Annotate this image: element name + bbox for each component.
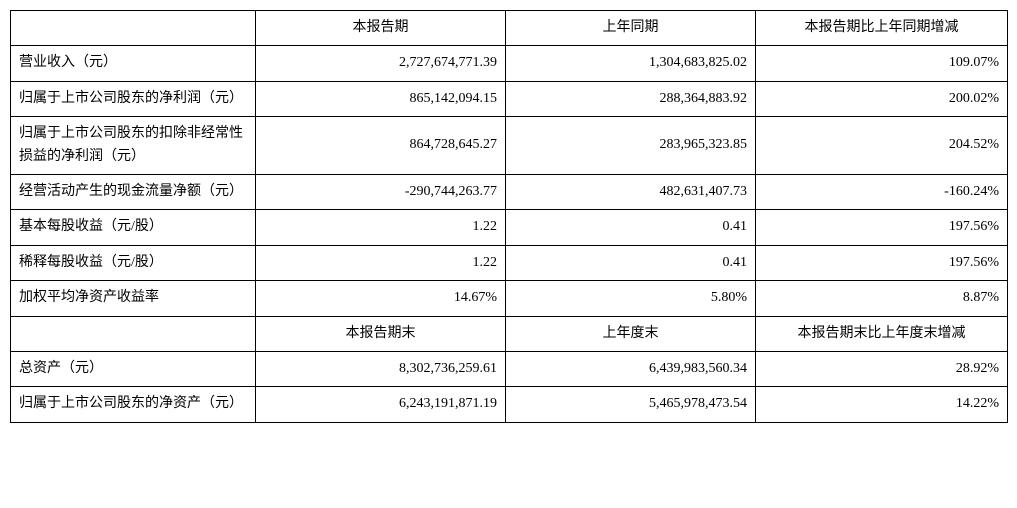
- row-prior: 0.41: [506, 245, 756, 280]
- table-row: 归属于上市公司股东的扣除非经常性损益的净利润（元） 864,728,645.27…: [11, 117, 1008, 175]
- row-change: -160.24%: [756, 174, 1008, 209]
- header-row-1: 本报告期 上年同期 本报告期比上年同期增减: [11, 11, 1008, 46]
- financial-summary-table: 本报告期 上年同期 本报告期比上年同期增减 营业收入（元） 2,727,674,…: [10, 10, 1008, 423]
- row-current: 8,302,736,259.61: [256, 351, 506, 386]
- row-prior: 5.80%: [506, 281, 756, 316]
- row-prior: 5,465,978,473.54: [506, 387, 756, 422]
- row-label: 归属于上市公司股东的净资产（元）: [11, 387, 256, 422]
- row-prior: 1,304,683,825.02: [506, 46, 756, 81]
- header-cell-prior-period: 上年同期: [506, 11, 756, 46]
- row-label: 总资产（元）: [11, 351, 256, 386]
- row-prior: 288,364,883.92: [506, 81, 756, 116]
- header-cell-blank: [11, 316, 256, 351]
- row-label: 归属于上市公司股东的扣除非经常性损益的净利润（元）: [11, 117, 256, 175]
- row-prior: 6,439,983,560.34: [506, 351, 756, 386]
- row-prior: 0.41: [506, 210, 756, 245]
- table-row: 稀释每股收益（元/股） 1.22 0.41 197.56%: [11, 245, 1008, 280]
- header-cell-current-period: 本报告期: [256, 11, 506, 46]
- row-change: 200.02%: [756, 81, 1008, 116]
- row-change: 14.22%: [756, 387, 1008, 422]
- header-cell-blank: [11, 11, 256, 46]
- row-label: 加权平均净资产收益率: [11, 281, 256, 316]
- row-current: 14.67%: [256, 281, 506, 316]
- table-row: 归属于上市公司股东的净利润（元） 865,142,094.15 288,364,…: [11, 81, 1008, 116]
- header-cell-period-end: 本报告期末: [256, 316, 506, 351]
- row-current: -290,744,263.77: [256, 174, 506, 209]
- row-label: 归属于上市公司股东的净利润（元）: [11, 81, 256, 116]
- row-label: 经营活动产生的现金流量净额（元）: [11, 174, 256, 209]
- table-row: 加权平均净资产收益率 14.67% 5.80% 8.87%: [11, 281, 1008, 316]
- row-current: 1.22: [256, 245, 506, 280]
- row-change: 197.56%: [756, 210, 1008, 245]
- table-body: 本报告期 上年同期 本报告期比上年同期增减 营业收入（元） 2,727,674,…: [11, 11, 1008, 423]
- row-current: 6,243,191,871.19: [256, 387, 506, 422]
- row-label: 基本每股收益（元/股）: [11, 210, 256, 245]
- row-prior: 482,631,407.73: [506, 174, 756, 209]
- table-row: 基本每股收益（元/股） 1.22 0.41 197.56%: [11, 210, 1008, 245]
- header-row-2: 本报告期末 上年度末 本报告期末比上年度末增减: [11, 316, 1008, 351]
- row-change: 204.52%: [756, 117, 1008, 175]
- row-current: 2,727,674,771.39: [256, 46, 506, 81]
- row-prior: 283,965,323.85: [506, 117, 756, 175]
- row-change: 8.87%: [756, 281, 1008, 316]
- row-current: 865,142,094.15: [256, 81, 506, 116]
- table-row: 营业收入（元） 2,727,674,771.39 1,304,683,825.0…: [11, 46, 1008, 81]
- header-cell-prior-year-end: 上年度末: [506, 316, 756, 351]
- table-row: 总资产（元） 8,302,736,259.61 6,439,983,560.34…: [11, 351, 1008, 386]
- table-row: 归属于上市公司股东的净资产（元） 6,243,191,871.19 5,465,…: [11, 387, 1008, 422]
- row-label: 稀释每股收益（元/股）: [11, 245, 256, 280]
- header-cell-change: 本报告期比上年同期增减: [756, 11, 1008, 46]
- row-change: 197.56%: [756, 245, 1008, 280]
- row-label: 营业收入（元）: [11, 46, 256, 81]
- row-current: 864,728,645.27: [256, 117, 506, 175]
- row-current: 1.22: [256, 210, 506, 245]
- header-cell-change: 本报告期末比上年度末增减: [756, 316, 1008, 351]
- table-row: 经营活动产生的现金流量净额（元） -290,744,263.77 482,631…: [11, 174, 1008, 209]
- row-change: 28.92%: [756, 351, 1008, 386]
- row-change: 109.07%: [756, 46, 1008, 81]
